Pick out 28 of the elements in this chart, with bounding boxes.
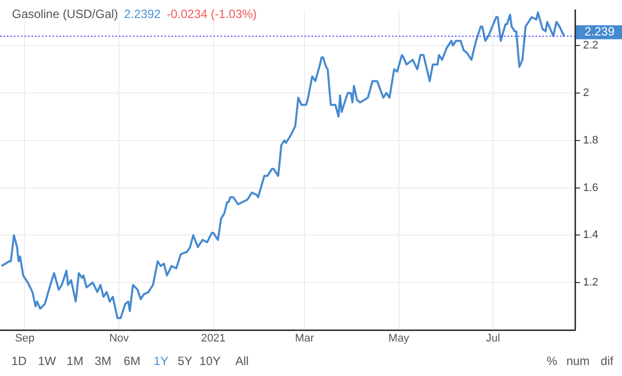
y-tick-label: 2.2 bbox=[583, 40, 598, 52]
text: 5Y bbox=[178, 354, 192, 368]
x-tick-label: Nov bbox=[109, 332, 130, 345]
text: 1W bbox=[38, 354, 56, 368]
y-tick-label: 2 bbox=[583, 86, 590, 99]
y-tick-label: 1.6 bbox=[583, 182, 598, 194]
text: 1D bbox=[11, 354, 27, 368]
text: All bbox=[235, 354, 249, 368]
annotation: 2.2392 bbox=[124, 7, 161, 21]
text: 1M bbox=[66, 354, 84, 368]
x-tick-label: May bbox=[388, 332, 410, 345]
x-tick-label: 2021 bbox=[201, 332, 226, 345]
text: dif bbox=[600, 354, 614, 368]
text: 10Y bbox=[199, 354, 221, 368]
chart-title: Gasoline (USD/Gal) bbox=[12, 7, 118, 21]
text: 6M bbox=[124, 354, 140, 368]
x-tick-label: Sep bbox=[14, 332, 35, 345]
text: 1Y bbox=[154, 354, 168, 368]
x-tick-label: Mar bbox=[295, 332, 314, 345]
y-tick-label: 1.2 bbox=[583, 276, 598, 289]
text: 3M bbox=[94, 354, 112, 368]
y-tick-label: 1.8 bbox=[583, 134, 598, 146]
x-tick-label: Jul bbox=[486, 332, 500, 345]
text: % bbox=[546, 354, 558, 368]
annotation: -0.0234 (-1.03%) bbox=[166, 7, 257, 21]
y-tick-label: 1.4 bbox=[583, 229, 598, 242]
ref-line-label: 2.239 bbox=[584, 24, 615, 39]
text: num bbox=[566, 354, 590, 368]
